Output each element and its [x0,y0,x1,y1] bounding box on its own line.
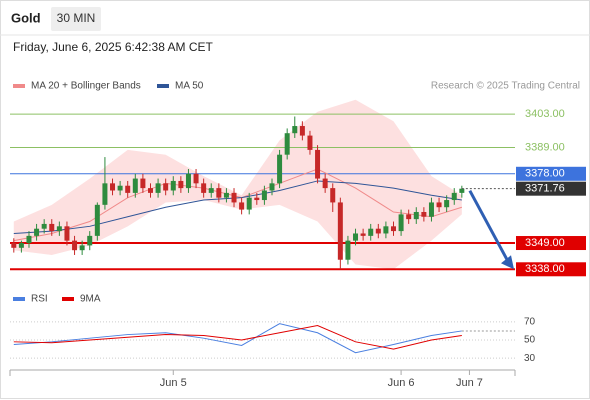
candle-body [337,202,343,260]
candle-body [428,202,434,217]
interval[interactable]: 30 MIN [57,11,96,25]
candle-body [277,154,283,184]
candle-body [421,211,427,217]
candle-body [322,178,328,189]
current-price-label: 3371.76 [525,183,565,195]
candle-body [163,183,169,191]
candle-body [193,173,199,184]
level-label: 3338.00 [525,263,565,275]
candle-body [413,211,419,220]
attribution: Research © 2025 Trading Central [431,81,580,92]
candle-body [261,190,267,201]
x-tick-label: Jun 6 [388,377,415,389]
candle-body [201,183,207,193]
candle-body [330,188,336,203]
candle-body [140,178,146,189]
candle-body [436,202,442,208]
candle-body [102,183,108,205]
candle-body [444,200,450,208]
candle-body [170,180,176,191]
candle-body [18,243,24,248]
candle-body [307,135,313,150]
candle-body [299,126,305,136]
candle-body [185,173,191,189]
candle-body [246,197,252,210]
candle-body [216,188,222,198]
indicator-line [13,323,462,354]
timestamp: Friday, June 6, 2025 6:42:38 AM CET [13,40,214,54]
level-label: 3349.00 [525,237,565,249]
candle-body [269,183,275,191]
candle-body [315,149,321,179]
y-tick-label: 70 [524,317,536,328]
level-label: 3378.00 [525,168,565,180]
candle-body [87,235,93,246]
current-price-box [516,181,586,196]
candle-body [284,133,290,155]
candle-body [375,228,381,234]
candle-body [117,185,123,191]
level-label: 3403.00 [525,108,565,120]
arrow-head [501,255,514,270]
candle-body [292,126,298,134]
candle-body [208,188,214,193]
candle-body [147,188,153,193]
legend-label: MA 50 [175,81,204,92]
candle-body [451,192,457,201]
legend-label: MA 20 + Bollinger Bands [31,81,141,92]
candle-body [368,228,374,236]
candle-body [383,226,389,234]
indicator-line [13,324,462,350]
candle-body [223,192,229,198]
legend-swatch [62,297,74,301]
candle-body [345,240,351,260]
legend-label: 9MA [80,294,101,305]
legend-swatch [13,84,25,88]
symbol: Gold [11,10,41,25]
level-label-box [516,166,586,181]
level-label-box [516,262,586,277]
candle-body [34,228,40,236]
candle-body [49,223,55,232]
candle-body [231,192,237,203]
candle-body [56,226,62,232]
legend-swatch [157,84,169,88]
candle-body [72,240,78,251]
candle-body [459,188,465,193]
level-label-box [516,236,586,251]
candle-body [178,180,184,189]
candle-body [132,178,138,193]
legend-label: RSI [31,294,48,305]
legend-swatch [13,297,25,301]
candle-body [64,226,70,241]
bollinger-band [13,99,462,270]
candle-body [11,243,17,248]
candle-body [26,235,32,244]
interval-box[interactable] [51,7,101,31]
x-tick-label: Jun 7 [456,377,483,389]
forecast-arrow [468,189,511,264]
y-tick-label: 30 [524,353,536,364]
candle-body [41,223,47,229]
candle-body [254,197,260,201]
candle-body [406,214,412,220]
candle-body [155,183,161,193]
candle-body [239,202,245,210]
candle-body [110,183,116,191]
candle-body [125,185,131,193]
candle-body [398,214,404,232]
y-tick-label: 50 [524,335,536,346]
level-label: 3389.00 [525,141,565,153]
candle-body [353,233,359,241]
candle-body [390,226,396,232]
candle-body [360,233,366,236]
candle-body [94,204,100,236]
x-tick-label: Jun 5 [160,377,187,389]
candle-body [79,245,85,251]
